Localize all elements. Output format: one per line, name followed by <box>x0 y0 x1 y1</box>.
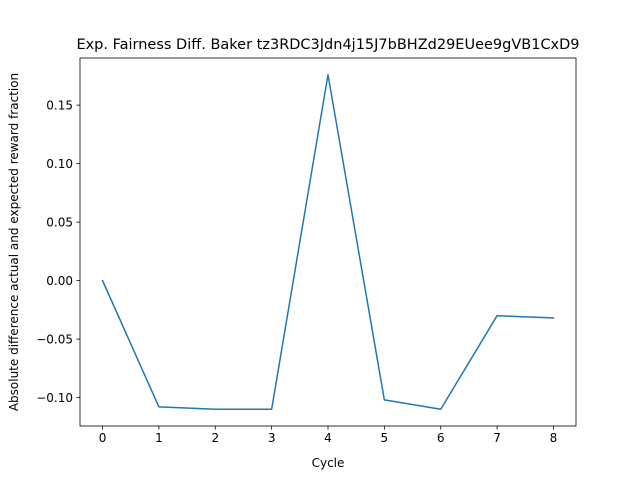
x-tick-label: 2 <box>211 431 219 445</box>
y-tick-label: 0.05 <box>46 215 73 229</box>
x-tick-label: 8 <box>550 431 558 445</box>
y-tick-label: −0.05 <box>36 332 73 346</box>
plot-area: 0 1 2 3 4 5 6 7 8 −0.10 −0.05 0.00 0.05 0.10 0.15 <box>36 57 577 445</box>
y-tick-label: 0.15 <box>46 98 73 112</box>
y-tick-label: 0.10 <box>46 157 73 171</box>
x-tick-label: 6 <box>437 431 445 445</box>
axes-frame <box>79 57 577 427</box>
chart-title: Exp. Fairness Diff. Baker tz3RDC3Jdn4j15… <box>76 37 579 53</box>
y-axis-label: Absolute difference actual and expected … <box>7 73 21 411</box>
y-tick-label: 0.00 <box>46 274 73 288</box>
x-tick-label: 5 <box>381 431 389 445</box>
x-tick-label: 1 <box>155 431 163 445</box>
x-tick-label: 0 <box>99 431 107 445</box>
x-axis-label: Cycle <box>312 456 345 470</box>
y-tick-label: −0.10 <box>36 391 73 405</box>
x-tick-label: 7 <box>493 431 501 445</box>
series-line <box>101 73 555 411</box>
x-tick-label: 4 <box>324 431 332 445</box>
x-tick-label: 3 <box>268 431 276 445</box>
